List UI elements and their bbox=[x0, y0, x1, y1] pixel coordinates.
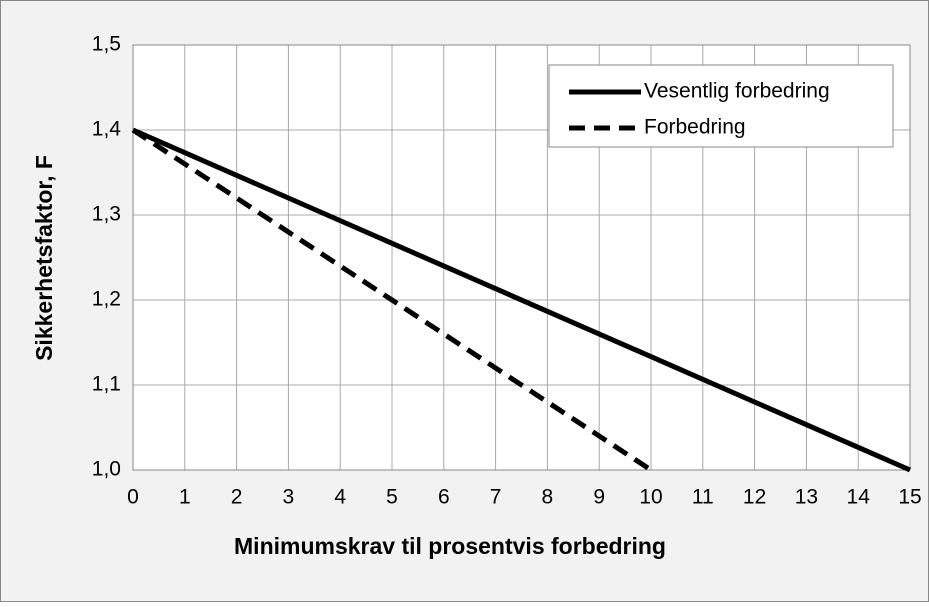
x-tick-label: 6 bbox=[438, 486, 450, 509]
x-tick-label: 13 bbox=[795, 486, 818, 509]
y-tick-label: 1,1 bbox=[92, 373, 121, 396]
x-tick-label: 10 bbox=[639, 486, 662, 509]
x-tick-label: 7 bbox=[490, 486, 502, 509]
y-tick-label: 1,3 bbox=[92, 203, 121, 226]
plot-border bbox=[132, 44, 911, 471]
data-line bbox=[131, 127, 653, 473]
x-tick-label: 1 bbox=[179, 486, 191, 509]
legend-label: Vesentlig forbedring bbox=[644, 80, 830, 103]
legend-label: Forbedring bbox=[644, 116, 746, 139]
x-tick-label: 11 bbox=[692, 486, 714, 509]
x-tick-label: 15 bbox=[898, 486, 921, 509]
x-tick-label: 12 bbox=[743, 486, 766, 509]
x-tick-label: 14 bbox=[847, 486, 871, 509]
x-tick-label: 2 bbox=[231, 486, 243, 509]
x-tick-label: 5 bbox=[386, 486, 398, 509]
y-tick-label: 1,0 bbox=[92, 458, 121, 481]
y-axis-label: Sikkerhetsfaktor, F bbox=[31, 155, 57, 361]
x-tick-label: 0 bbox=[127, 486, 139, 509]
x-tick-label: 9 bbox=[593, 486, 605, 509]
x-tick-label: 3 bbox=[283, 486, 295, 509]
data-line bbox=[131, 127, 912, 473]
y-tick-label: 1,4 bbox=[92, 118, 122, 141]
y-tick-label: 1,2 bbox=[92, 288, 121, 311]
x-tick-label: 4 bbox=[334, 486, 346, 509]
y-tick-label: 1,5 bbox=[92, 33, 121, 56]
x-axis-label: Minimumskrav til prosentvis forbedring bbox=[234, 533, 666, 559]
legend-box bbox=[548, 64, 894, 148]
x-tick-label: 8 bbox=[542, 486, 554, 509]
